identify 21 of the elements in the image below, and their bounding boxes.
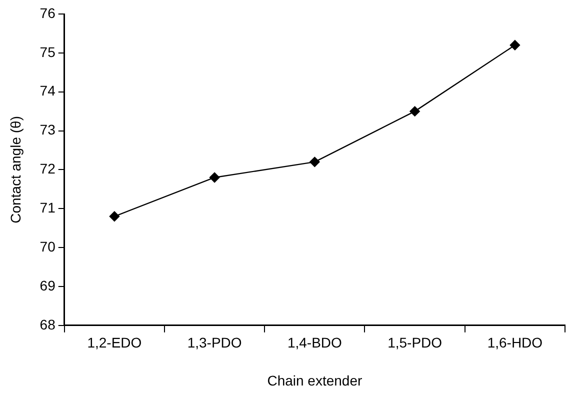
y-tick-label: 72 (40, 160, 56, 177)
x-tick-label: 1,2-EDO (87, 334, 142, 351)
x-tick-label: 1,3-PDO (187, 334, 242, 351)
y-tick-label: 69 (40, 277, 56, 294)
x-tick-label: 1,6-HDO (487, 334, 543, 351)
y-tick-label: 75 (40, 44, 56, 60)
x-axis-title: Chain extender (267, 372, 362, 388)
point (510, 40, 520, 50)
y-tick-label: 71 (40, 199, 56, 216)
point (109, 211, 120, 222)
y-tick-label: 68 (40, 316, 56, 332)
y-tick-label: 76 (40, 4, 56, 21)
y-tick-label: 70 (40, 238, 56, 254)
point (410, 106, 420, 116)
x-tick-label: 1,4-BDO (287, 334, 342, 351)
point (209, 172, 220, 183)
y-tick-label: 73 (40, 122, 56, 138)
y-tick-label: 74 (40, 82, 56, 99)
point (310, 156, 320, 168)
x-tick-label: 1,5-PDO (388, 334, 442, 351)
y-axis-title: Contact angle (θ) (7, 116, 24, 224)
